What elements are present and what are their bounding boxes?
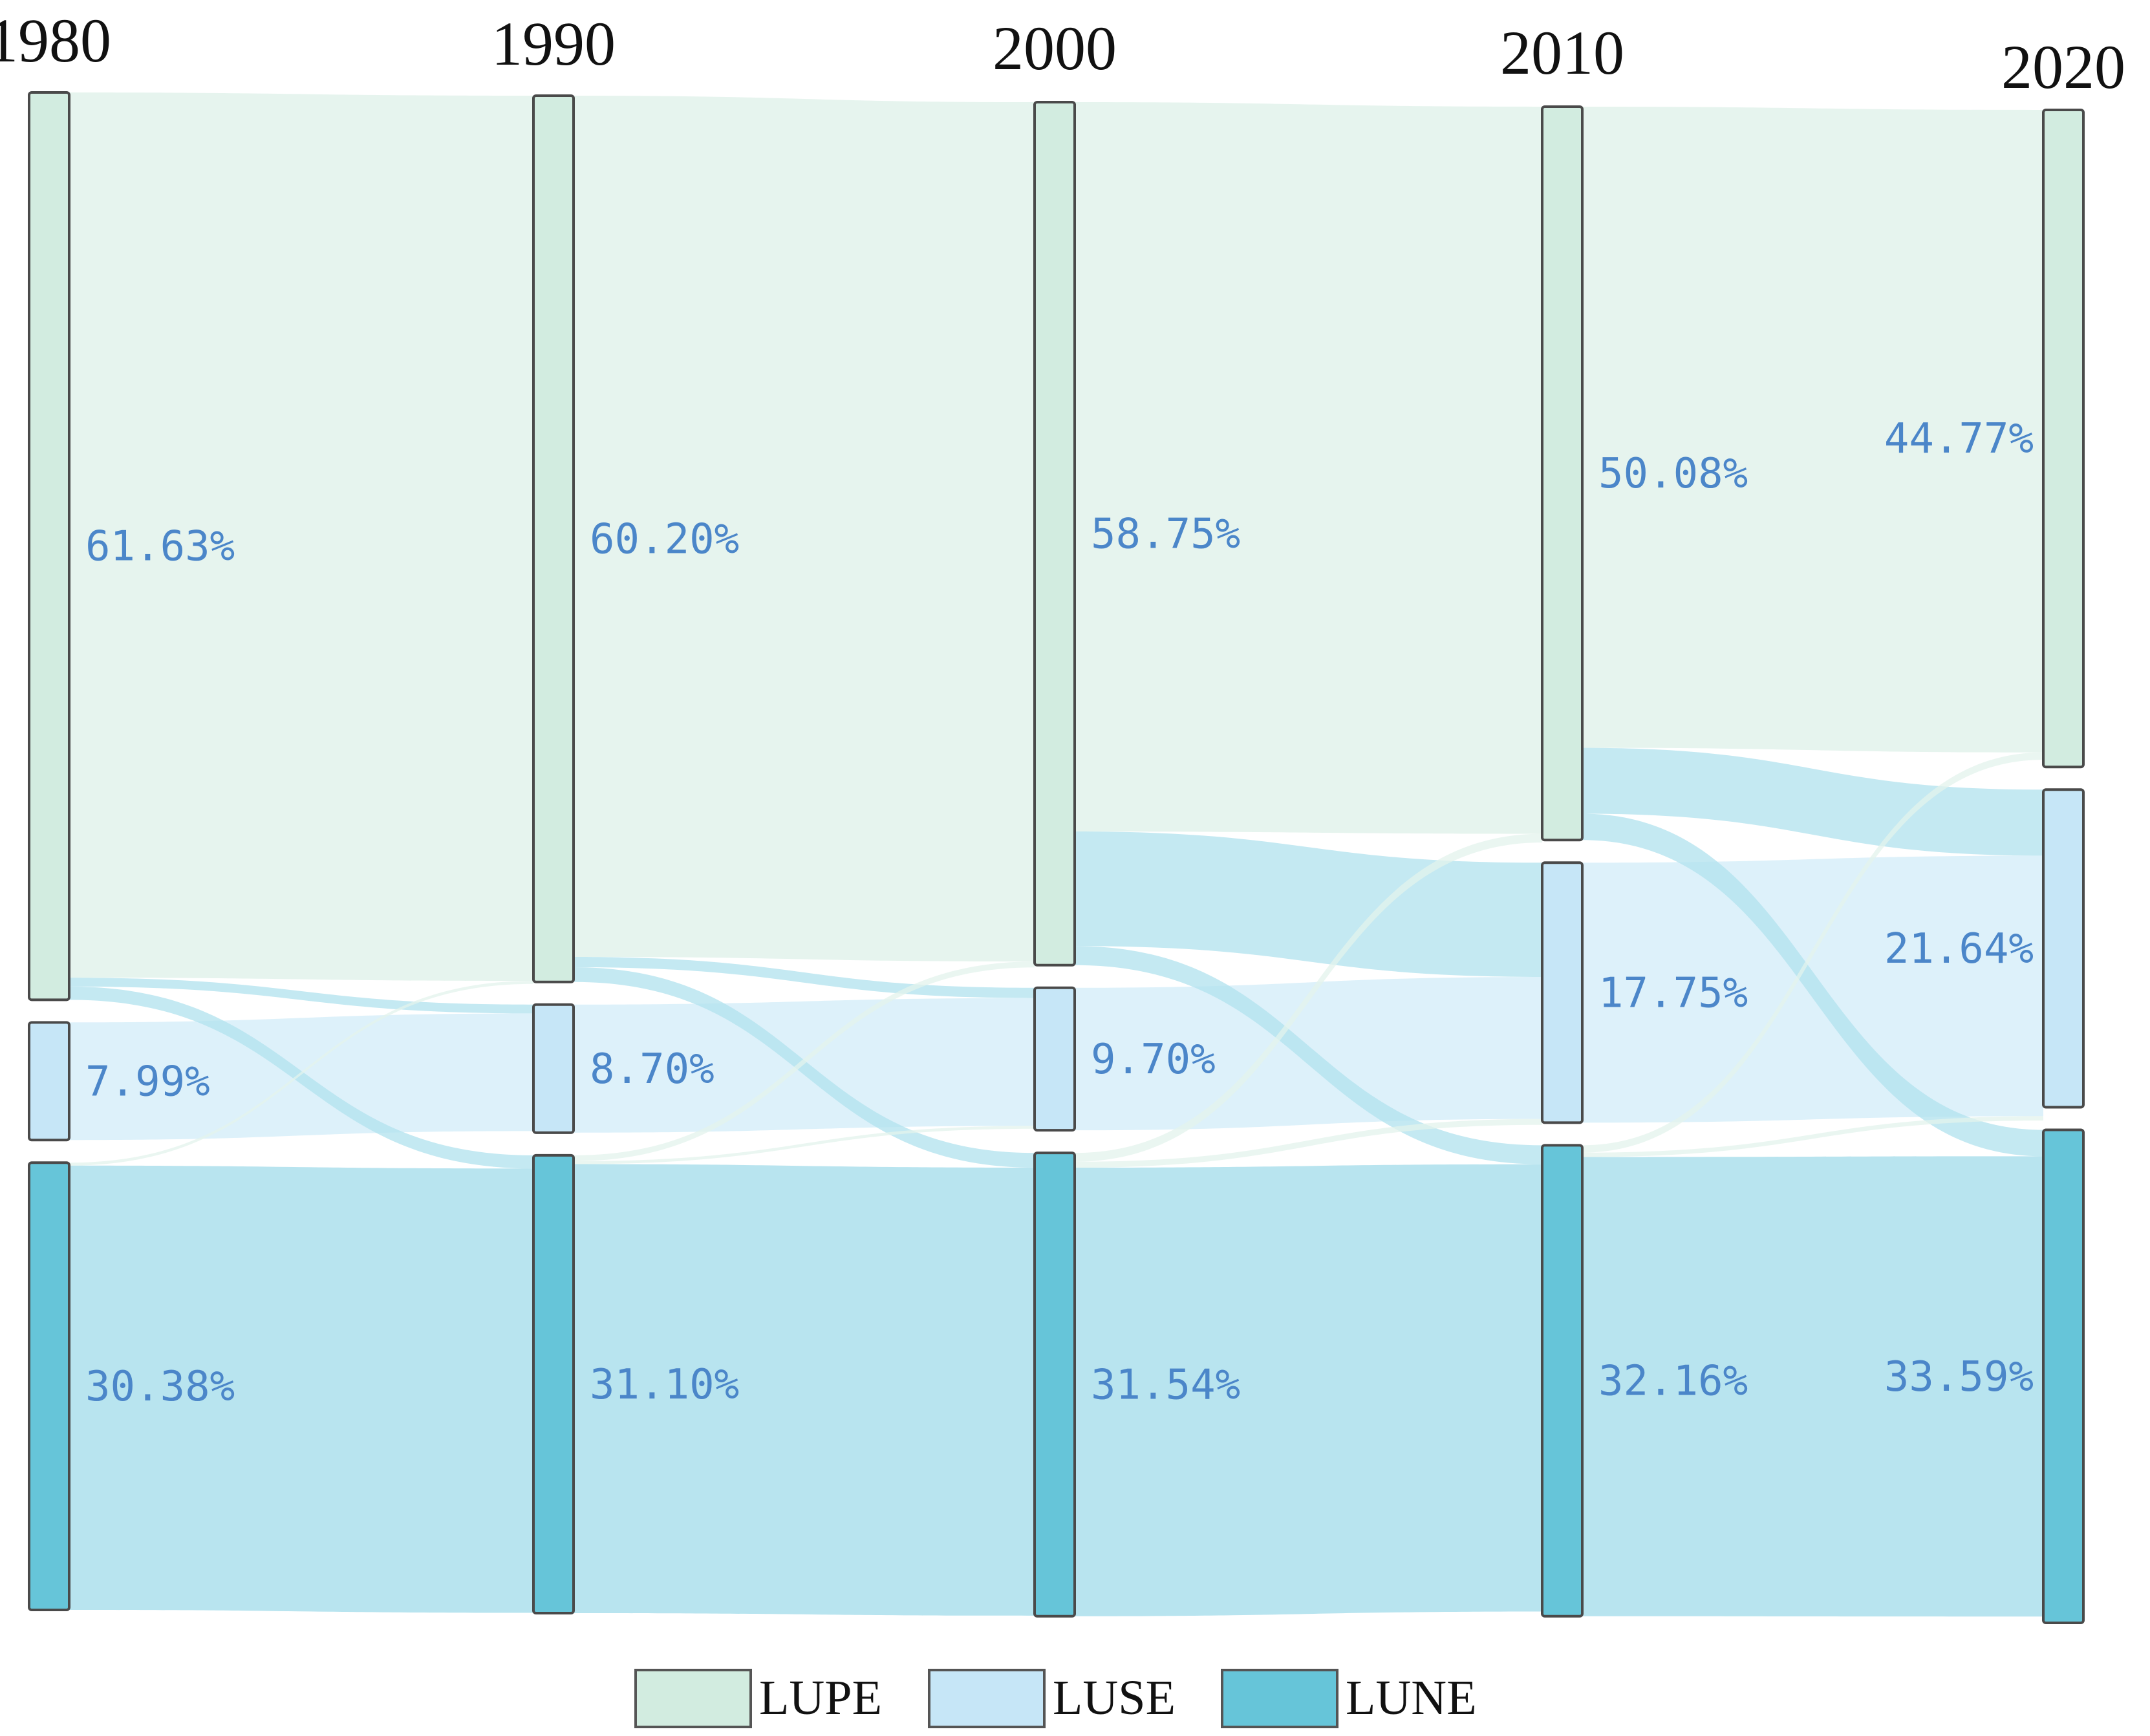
node-luse-1980 [28, 1021, 70, 1142]
node-luse-2000 [1033, 986, 1076, 1132]
flow-lune-to-luse-2010-2020 [1582, 1116, 2043, 1157]
flow-lune-to-lune-2000-2010 [1075, 1164, 1542, 1616]
flow-lune-to-lupe-1980-1990 [69, 981, 533, 1166]
year-label-2000: 2000 [993, 14, 1117, 83]
pct-label-luse-2020: 21.64% [1884, 925, 2034, 973]
percent-label-layer: 61.63% 7.99% 30.38% 60.20% 8.70% 31.10% 58.75%… [85, 415, 2034, 1411]
flow-lupe-to-lupe-1990-2000 [574, 96, 1035, 962]
pct-label-lune-1980: 30.38% [85, 1363, 235, 1411]
node-luse-2010 [1541, 861, 1584, 1124]
flow-lupe-to-lupe-1980-1990 [69, 92, 533, 981]
pct-label-lune-2020: 33.59% [1884, 1353, 2034, 1401]
flow-lupe-to-luse-1980-1990 [69, 978, 533, 1014]
node-lune-2020 [2042, 1128, 2085, 1624]
legend-label-luse: LUSE [1053, 1671, 1176, 1725]
legend-swatch-lune [1221, 1669, 1338, 1728]
pct-label-lupe-1990: 60.20% [590, 515, 739, 563]
legend-label-lupe: LUPE [759, 1671, 882, 1725]
node-lune-1980 [28, 1161, 70, 1612]
flow-lune-to-luse-2000-2010 [1075, 1119, 1542, 1168]
pct-label-lune-2000: 31.54% [1091, 1361, 1240, 1409]
year-label-layer: 1980 1990 2000 2010 2020 [0, 6, 2125, 102]
legend: LUPE LUSE LUNE [634, 1669, 1477, 1728]
node-lupe-2010 [1541, 105, 1584, 842]
node-lune-1990 [532, 1153, 575, 1614]
node-luse-1990 [532, 1003, 575, 1134]
pct-label-lupe-2000: 58.75% [1091, 510, 1240, 558]
flow-lupe-to-lune-2000-2010 [1075, 946, 1542, 1164]
flow-lupe-to-lupe-2000-2010 [1075, 102, 1542, 834]
flow-lune-to-luse-1990-2000 [574, 1126, 1035, 1164]
pct-label-lupe-2020: 44.77% [1884, 415, 2034, 463]
flow-lupe-to-lune-1980-1990 [69, 986, 533, 1169]
node-layer [28, 91, 2085, 1624]
flow-layer [69, 92, 2043, 1617]
legend-swatch-luse [928, 1669, 1046, 1728]
flow-lupe-to-lupe-2010-2020 [1582, 107, 2043, 753]
pct-label-lune-1990: 31.10% [590, 1361, 739, 1409]
node-lupe-1990 [532, 94, 575, 983]
legend-label-lune: LUNE [1346, 1671, 1477, 1725]
node-luse-2020 [2042, 788, 2085, 1109]
flow-lupe-to-lune-2010-2020 [1582, 813, 2043, 1157]
pct-label-luse-1990: 8.70% [590, 1045, 715, 1093]
flow-lune-to-lupe-2000-2010 [1075, 833, 1542, 1162]
pct-label-luse-1980: 7.99% [85, 1058, 210, 1106]
pct-label-lupe-1980: 61.63% [85, 523, 235, 571]
legend-swatch-lupe [634, 1669, 752, 1728]
flow-lune-to-lune-1990-2000 [574, 1164, 1035, 1616]
node-lupe-2000 [1033, 101, 1076, 967]
flow-lupe-to-luse-2010-2020 [1582, 747, 2043, 856]
year-label-2020: 2020 [2001, 32, 2125, 102]
flow-lupe-to-lune-1990-2000 [574, 967, 1035, 1168]
pct-label-luse-2000: 9.70% [1091, 1036, 1216, 1084]
node-lune-2000 [1033, 1152, 1076, 1618]
node-lune-2010 [1541, 1144, 1584, 1618]
flow-lune-to-lune-1980-1990 [69, 1165, 533, 1613]
pct-label-lupe-2010: 50.08% [1598, 450, 1748, 498]
flow-lune-to-lupe-1990-2000 [574, 961, 1035, 1161]
pct-label-luse-2010: 17.75% [1598, 969, 1748, 1017]
flow-lune-to-lune-2010-2020 [1582, 1156, 2043, 1617]
year-label-2010: 2010 [1500, 18, 1624, 87]
pct-label-lune-2010: 32.16% [1598, 1358, 1748, 1406]
node-lupe-1980 [28, 91, 70, 1002]
year-label-1990: 1990 [491, 9, 616, 78]
node-lupe-2020 [2042, 109, 2085, 769]
flow-lune-to-lupe-2010-2020 [1582, 752, 2043, 1153]
year-label-1980: 1980 [0, 6, 111, 75]
